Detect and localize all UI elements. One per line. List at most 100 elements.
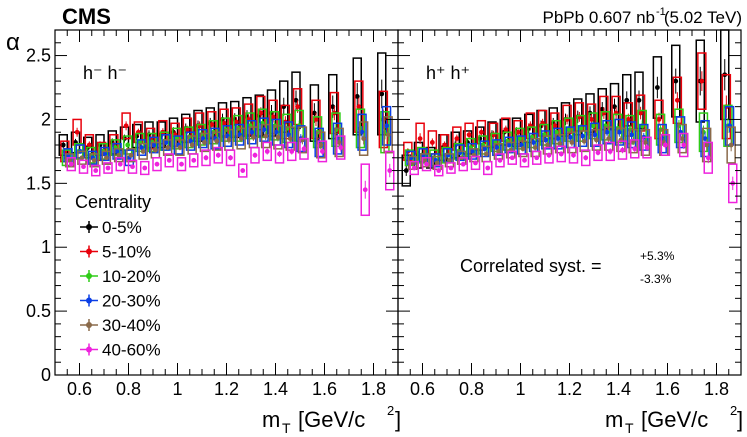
legend-label: 5-10% xyxy=(102,243,151,262)
syst-box xyxy=(171,127,182,150)
syst-box xyxy=(225,149,236,167)
x-tick-label: 0.6 xyxy=(67,379,92,399)
legend-title: Centrality xyxy=(75,192,151,212)
syst-box xyxy=(455,144,465,162)
syst-box xyxy=(446,162,456,174)
syst-box xyxy=(126,148,136,163)
data-point xyxy=(165,145,171,150)
data-point xyxy=(532,145,538,150)
syst-box xyxy=(247,119,257,145)
syst-box xyxy=(211,131,222,151)
syst-box xyxy=(113,148,124,163)
data-point xyxy=(485,165,491,171)
syst-box xyxy=(352,57,362,136)
data-point xyxy=(228,155,233,161)
data-point xyxy=(142,165,148,171)
syst-box xyxy=(144,121,154,149)
data-point xyxy=(270,114,276,120)
x-tick-label: 1.2 xyxy=(557,379,582,399)
syst-box xyxy=(110,139,121,156)
y-tick-label: 1 xyxy=(41,237,51,257)
data-point xyxy=(674,97,680,103)
data-point xyxy=(592,132,598,138)
syst-box xyxy=(698,112,709,153)
data-point xyxy=(189,142,195,148)
legend-entry: 0-5% xyxy=(80,218,142,237)
data-point xyxy=(662,142,668,148)
syst-box xyxy=(314,127,324,158)
data-point xyxy=(81,164,86,170)
syst-box xyxy=(539,123,549,146)
data-point xyxy=(552,123,558,129)
syst-box xyxy=(588,112,598,140)
x-axis-label-units: [GeV/c xyxy=(641,407,708,432)
data-point xyxy=(102,151,108,157)
syst-box xyxy=(519,153,530,168)
syst-box xyxy=(458,157,468,172)
data-point xyxy=(543,137,549,143)
legend-marker xyxy=(86,346,92,353)
syst-box xyxy=(136,139,147,156)
syst-box xyxy=(279,80,289,133)
series-5-10% xyxy=(60,80,389,163)
syst-box xyxy=(492,139,502,156)
panel-left: h⁻ h⁻ 0.6 0.8 1 1.2 1.4 1.6 1.8 0 0.5 1 1.5 2 2.5 xyxy=(26,29,399,399)
syst-box xyxy=(175,139,185,156)
syst-box xyxy=(617,140,628,160)
panel-label: h⁺ h⁺ xyxy=(426,63,470,83)
data-point xyxy=(448,165,454,171)
x-tick-label: 1.6 xyxy=(312,379,337,399)
syst-box xyxy=(701,127,712,163)
data-point xyxy=(429,140,435,145)
data-point xyxy=(466,132,472,138)
syst-box xyxy=(679,132,689,158)
syst-box xyxy=(434,164,444,177)
y-tick-label: 1.5 xyxy=(26,173,51,193)
data-point xyxy=(238,136,244,142)
syst-box xyxy=(479,140,490,158)
data-point xyxy=(221,120,227,126)
data-point xyxy=(503,127,509,133)
x-tick-label: 0.8 xyxy=(459,379,484,399)
data-point xyxy=(114,148,120,154)
syst-box xyxy=(478,135,488,155)
series-20-30% xyxy=(63,105,392,167)
data-point xyxy=(534,155,540,161)
syst-box xyxy=(409,160,419,176)
data-point xyxy=(215,152,221,158)
x-axis-label-units: [GeV/c xyxy=(298,407,365,432)
data-point xyxy=(179,161,184,167)
syst-box xyxy=(421,157,432,172)
syst-box xyxy=(671,44,681,118)
data-point xyxy=(209,122,215,127)
data-point xyxy=(506,142,512,148)
syst-box xyxy=(532,150,542,165)
syst-box xyxy=(660,134,671,156)
syst-box xyxy=(273,125,283,150)
syst-box xyxy=(514,127,525,150)
series-30-40% xyxy=(64,116,393,168)
syst-box xyxy=(95,134,105,156)
legend-label: 30-40% xyxy=(102,316,161,335)
syst-box xyxy=(161,134,171,151)
syst-box xyxy=(219,108,229,139)
syst-box xyxy=(568,146,579,164)
syst-box xyxy=(260,123,271,149)
data-point xyxy=(616,129,622,135)
data-point xyxy=(116,152,122,158)
syst-box xyxy=(283,121,294,149)
syst-box xyxy=(77,150,87,165)
data-point xyxy=(301,146,307,152)
syst-box xyxy=(135,132,145,153)
syst-box xyxy=(103,162,113,174)
data-point xyxy=(515,129,521,135)
data-point xyxy=(384,123,389,129)
syst-box xyxy=(675,116,686,149)
data-point xyxy=(442,142,447,148)
legend-marker xyxy=(86,224,92,230)
syst-box xyxy=(475,126,485,151)
data-point xyxy=(74,129,80,135)
syst-box xyxy=(87,150,98,165)
data-point xyxy=(128,152,134,158)
